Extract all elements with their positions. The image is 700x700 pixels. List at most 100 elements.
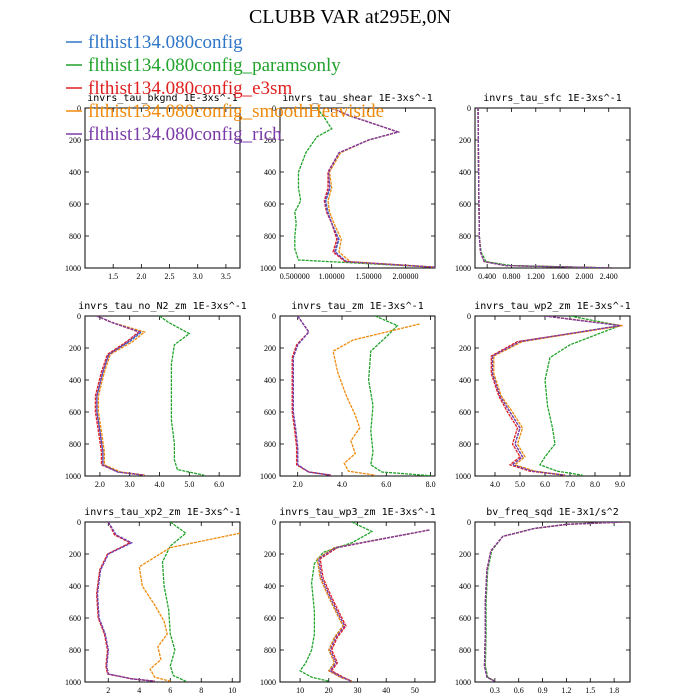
x-tick-label: 6	[168, 686, 172, 695]
x-tick-label: 1.200	[527, 272, 545, 281]
x-tick-label: 1.00000	[319, 272, 345, 281]
series-line	[291, 316, 331, 476]
series-line	[491, 316, 621, 476]
x-tick-label: 2	[106, 686, 110, 695]
plot-frame	[279, 521, 436, 683]
series-line	[490, 316, 623, 476]
series-line	[477, 108, 615, 268]
panel-title: invrs_tau_wp2_zm 1E-3xs^-1	[474, 301, 631, 312]
series-line	[491, 316, 621, 476]
x-tick-label: 2.400	[600, 272, 618, 281]
y-tick-label: 600	[459, 614, 471, 623]
plot-frame	[474, 107, 631, 269]
panel-5: invrs_tau_zm 1E-3xs^-1 0 200 400 600 800 1000 2…	[260, 301, 436, 489]
plot-frame	[279, 315, 436, 477]
series-line	[332, 323, 420, 476]
x-tick-label: 2.5	[165, 272, 175, 281]
x-tick-label: 5.0	[515, 480, 525, 489]
series-line	[292, 316, 331, 476]
y-tick-label: 400	[459, 376, 471, 385]
panel-title: bv_freq_sqd 1E-3x1/s^2	[486, 507, 618, 518]
x-tick-label: 1.5	[585, 686, 595, 695]
y-tick-label: 0	[77, 312, 81, 321]
series-line	[319, 529, 430, 682]
plot-frame	[84, 315, 241, 477]
x-tick-label: 4	[137, 686, 141, 695]
y-tick-label: 0	[272, 312, 276, 321]
series-line	[483, 522, 623, 682]
plot-frame	[279, 107, 436, 269]
y-tick-label: 1000	[65, 264, 81, 273]
y-tick-label: 400	[69, 168, 81, 177]
y-tick-label: 1000	[260, 472, 276, 481]
legend-label: flthist134.080config	[88, 32, 243, 53]
x-tick-label: 10	[228, 686, 236, 695]
y-tick-label: 600	[69, 408, 81, 417]
series-line	[477, 108, 615, 268]
y-tick-label: 200	[69, 136, 81, 145]
y-tick-label: 600	[459, 200, 471, 209]
series-line	[161, 522, 187, 682]
x-tick-label: 4.0	[155, 480, 165, 489]
x-tick-label: 0.800	[502, 272, 520, 281]
panel-4: invrs_tau_no_N2_zm 1E-3xs^-10 200 400 600 80…	[65, 301, 247, 489]
series-line	[477, 108, 615, 268]
y-tick-label: 600	[264, 614, 276, 623]
series-line	[299, 522, 374, 682]
x-tick-label: 8	[199, 686, 203, 695]
series-line	[138, 532, 240, 682]
x-tick-label: 10	[296, 686, 304, 695]
series-line	[323, 108, 435, 268]
y-tick-label: 800	[264, 232, 276, 241]
y-tick-label: 200	[459, 550, 471, 559]
plot-frame	[84, 521, 241, 683]
panel-title: invrs_tau_no_N2_zm 1E-3xs^-1	[78, 301, 247, 312]
plot-frame	[84, 107, 241, 269]
x-tick-label: 0.500000	[280, 272, 310, 281]
y-tick-label: 200	[264, 344, 276, 353]
series-line	[539, 316, 623, 476]
page-title: CLUBB VAR at295E,0N	[248, 6, 452, 28]
series-line	[95, 522, 155, 682]
y-tick-label: 0	[467, 312, 471, 321]
panel-9: bv_freq_sqd 1E-3x1/s^2 0 200 400 600 800 1000 0…	[455, 507, 631, 695]
x-tick-label: 50	[411, 686, 419, 695]
x-tick-label: 6.0	[540, 480, 550, 489]
y-tick-label: 400	[459, 168, 471, 177]
series-line	[477, 108, 615, 268]
y-tick-label: 800	[459, 440, 471, 449]
series-line	[327, 108, 435, 268]
series-line	[292, 316, 331, 476]
x-tick-label: 0.400	[478, 272, 496, 281]
x-tick-label: 0.3	[490, 686, 500, 695]
series-line	[159, 316, 205, 476]
y-tick-label: 600	[459, 408, 471, 417]
y-tick-label: 200	[264, 136, 276, 145]
x-tick-label: 3.0	[193, 272, 203, 281]
y-tick-label: 200	[264, 550, 276, 559]
x-tick-label: 2.0	[136, 272, 146, 281]
series-line	[325, 108, 435, 268]
series-line	[477, 108, 615, 268]
y-tick-label: 800	[69, 232, 81, 241]
y-tick-label: 0	[272, 104, 276, 113]
y-tick-label: 800	[459, 646, 471, 655]
series-line	[316, 529, 430, 682]
x-tick-label: 0.6	[514, 686, 524, 695]
y-tick-label: 800	[69, 646, 81, 655]
y-tick-label: 0	[467, 518, 471, 527]
x-tick-label: 2.0	[95, 480, 105, 489]
y-tick-label: 400	[264, 168, 276, 177]
x-tick-label: 1.2	[561, 686, 571, 695]
x-tick-label: 4.0	[490, 480, 500, 489]
series-line	[294, 108, 435, 268]
x-tick-label: 40	[382, 686, 390, 695]
x-tick-label: 5.0	[184, 480, 194, 489]
series-line	[96, 522, 155, 682]
panel-title: invrs_tau_sfc 1E-3xs^-1	[483, 93, 621, 104]
legend-label: flthist134.080config_paramsonly	[88, 55, 341, 76]
y-tick-label: 400	[264, 376, 276, 385]
legend-label: flthist134.080config_smoothHeaviside	[88, 101, 384, 122]
y-tick-label: 400	[459, 582, 471, 591]
x-tick-label: 0.9	[538, 686, 548, 695]
